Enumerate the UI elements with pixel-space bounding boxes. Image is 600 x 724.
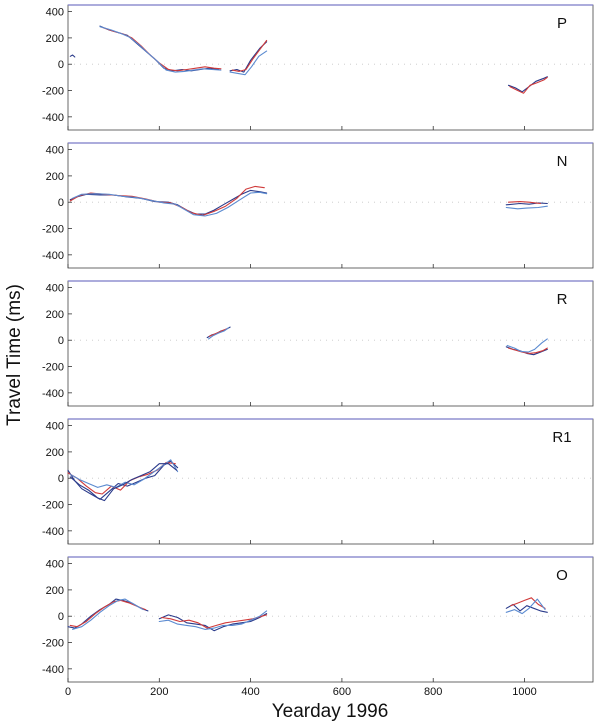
x-tick-label: 400 <box>241 686 259 698</box>
series-line <box>69 54 76 58</box>
series-line <box>507 347 548 354</box>
x-tick-label: 800 <box>424 686 442 698</box>
series-line <box>505 598 546 615</box>
series-line <box>158 610 268 630</box>
panel-label: R <box>557 291 568 308</box>
y-tick-label: 200 <box>46 585 64 597</box>
y-tick-label: 400 <box>46 145 64 157</box>
series-line <box>505 202 548 206</box>
panel-o: 400 200 0 -200 -400 O <box>42 556 594 683</box>
series-line <box>69 599 147 628</box>
y-tick-label: 0 <box>58 335 64 347</box>
series-line <box>229 41 268 73</box>
series-line <box>208 327 229 337</box>
shared-x-axis: 0 200 400 600 800 1000 <box>65 686 537 698</box>
x-tick-label: 600 <box>333 686 351 698</box>
y-tick-label: 400 <box>46 7 64 19</box>
y-tick-label: 400 <box>46 559 64 571</box>
panel-label: R1 <box>552 429 571 446</box>
panel-n: 400 200 0 -200 -400 N <box>42 142 594 269</box>
y-tick-label: -400 <box>42 250 64 262</box>
panel-p: 400 200 0 -200 -400 P <box>42 4 594 131</box>
y-tick-label: -400 <box>42 526 64 538</box>
panel-label: P <box>557 15 567 32</box>
y-tick-label: 0 <box>58 473 64 485</box>
series-line <box>505 205 548 210</box>
y-axis-title: Travel Time (ms) <box>4 284 25 426</box>
y-tick-label: 0 <box>58 59 64 71</box>
panel-label: N <box>557 153 568 170</box>
y-tick-label: -200 <box>42 224 64 236</box>
x-axis-title: Yearday 1996 <box>272 701 389 722</box>
series-line <box>67 598 149 629</box>
y-tick-label: 400 <box>46 283 64 295</box>
panel-label: O <box>556 567 568 584</box>
y-tick-label: -400 <box>42 388 64 400</box>
y-tick-label: -200 <box>42 500 64 512</box>
panel-frame <box>67 142 594 269</box>
y-tick-label: -400 <box>42 664 64 676</box>
y-tick-label: -200 <box>42 86 64 98</box>
series-line <box>507 76 548 93</box>
series-line <box>507 201 542 205</box>
panel-frame <box>67 418 594 545</box>
x-tick-label: 200 <box>150 686 168 698</box>
y-tick-label: -400 <box>42 112 64 124</box>
series-line <box>69 463 178 502</box>
y-tick-label: 200 <box>46 33 64 45</box>
series-line <box>158 613 268 632</box>
y-tick-label: 0 <box>58 197 64 209</box>
series-line <box>510 597 546 609</box>
y-tick-label: 200 <box>46 447 64 459</box>
series-line <box>69 185 265 216</box>
x-tick-label: 0 <box>65 686 71 698</box>
series-line <box>208 327 230 340</box>
series-line <box>67 461 176 495</box>
y-tick-label: -200 <box>42 638 64 650</box>
x-tick-label: 1000 <box>512 686 536 698</box>
panel-frame <box>67 4 594 131</box>
y-tick-label: 200 <box>46 309 64 321</box>
series-line <box>101 26 222 72</box>
panel-frame <box>67 556 594 683</box>
series-line <box>69 459 179 488</box>
series-line <box>72 191 268 217</box>
panel-r1: 400 200 0 -200 -400 R1 <box>42 418 594 545</box>
chart-panels: 400 200 0 -200 -400 P 400 200 0 -200 -400 N 400 200 0 -… <box>42 4 594 683</box>
y-tick-label: -200 <box>42 362 64 374</box>
series-line <box>506 338 548 353</box>
panel-r: 400 200 0 -200 -400 R <box>42 280 594 407</box>
series-line <box>229 50 268 76</box>
y-tick-label: 0 <box>58 611 64 623</box>
y-tick-label: 200 <box>46 171 64 183</box>
series-line <box>231 39 268 72</box>
series-line <box>99 26 222 73</box>
y-tick-label: 400 <box>46 421 64 433</box>
series-line <box>72 598 144 630</box>
panel-frame <box>67 280 594 407</box>
series-line <box>509 76 548 94</box>
